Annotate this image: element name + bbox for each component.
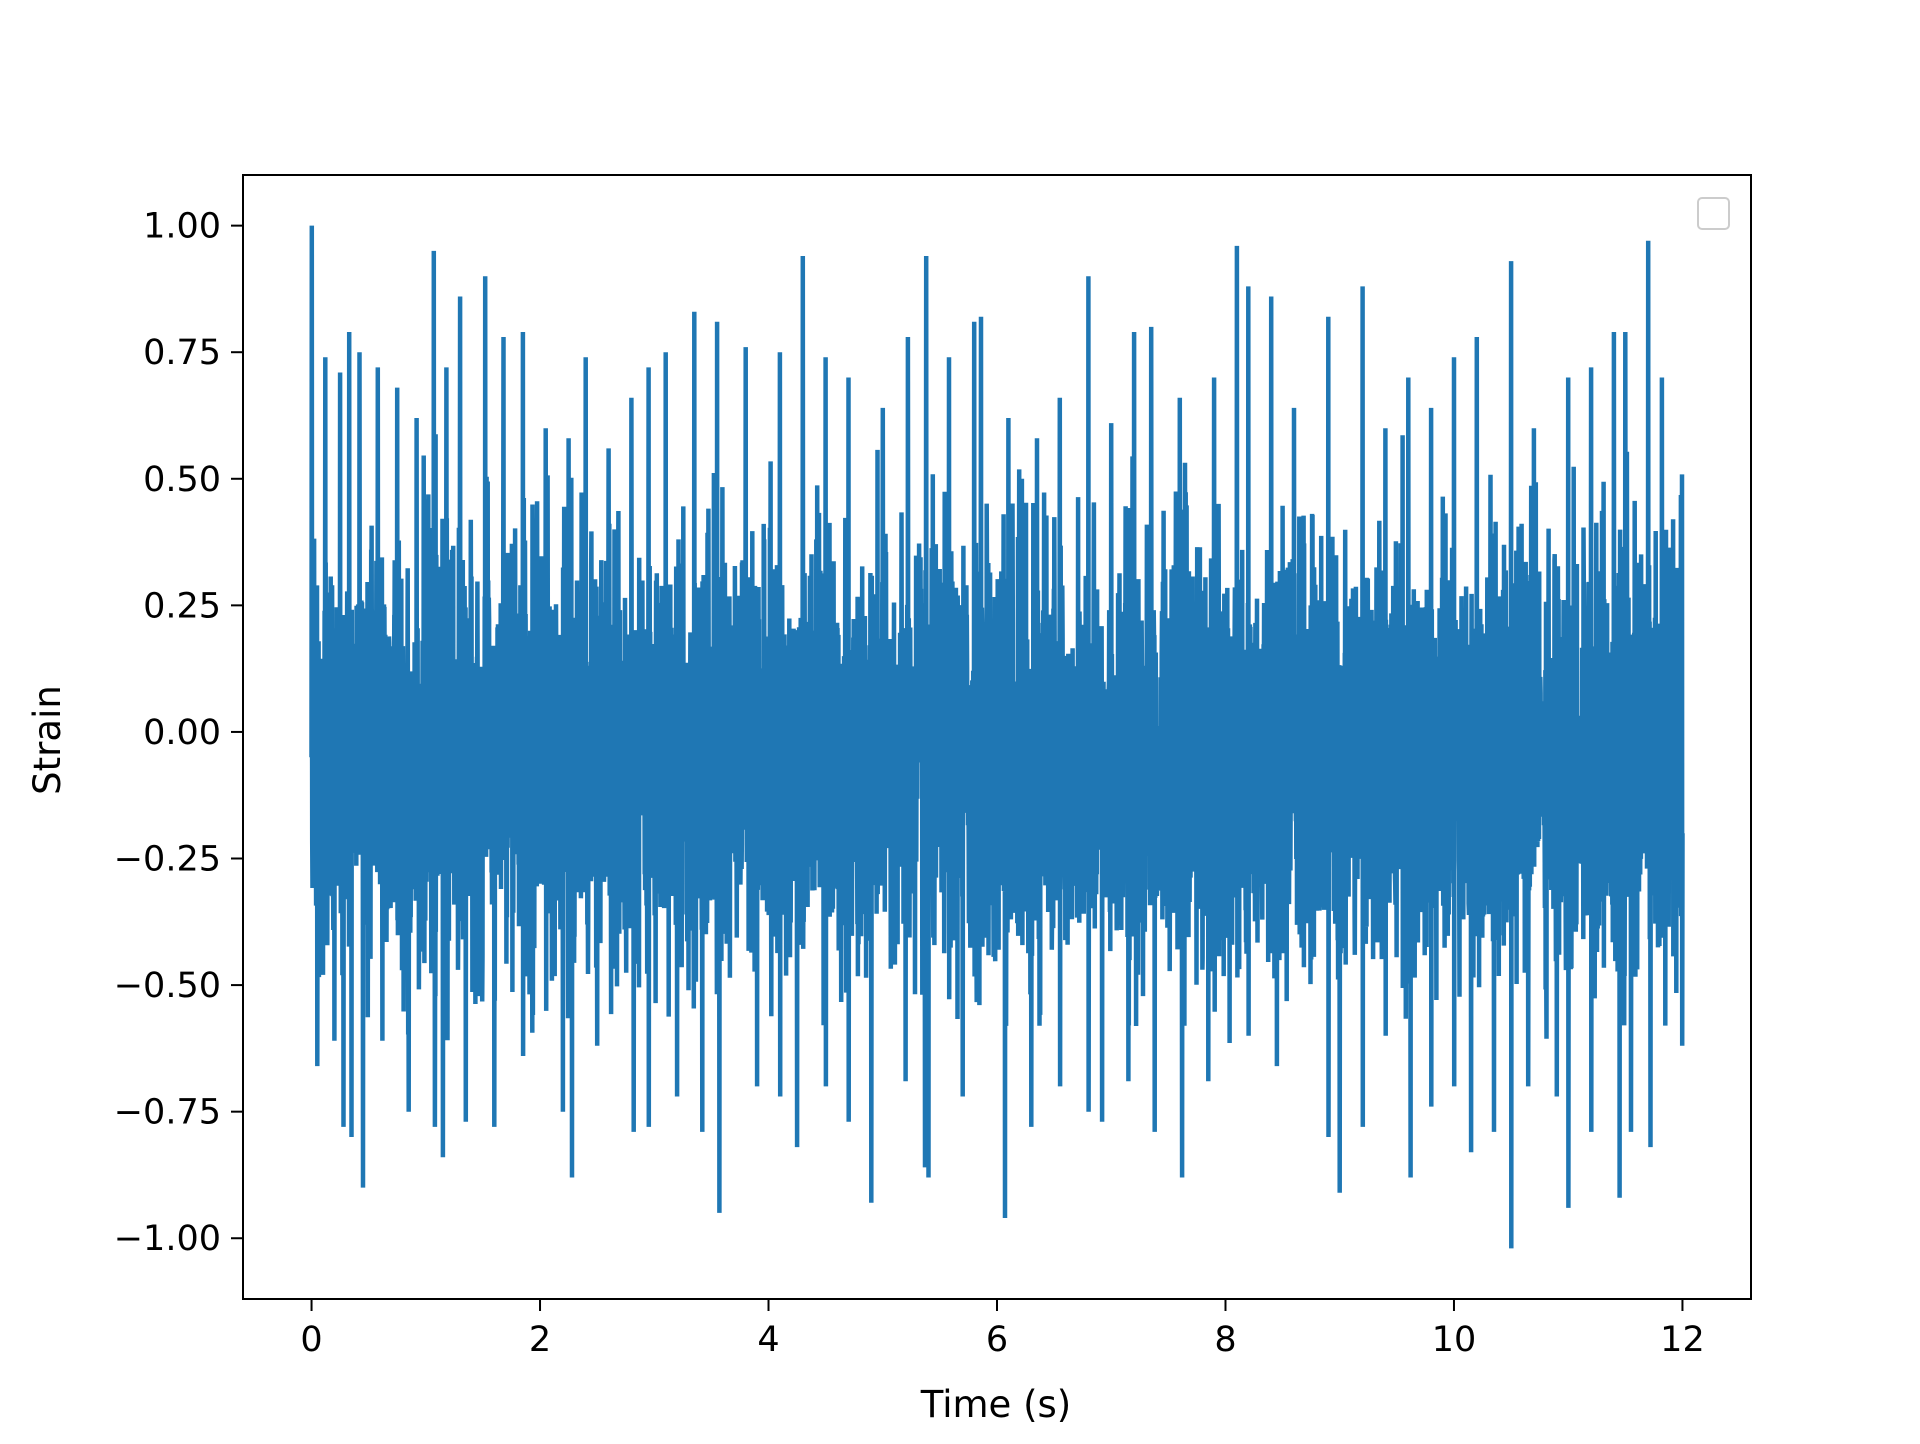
series-line [309, 225, 1685, 1249]
y-tick-label: 0.75 [143, 333, 221, 373]
y-axis-label: Strain [26, 685, 69, 795]
x-tick-label: 10 [1432, 1320, 1477, 1360]
y-tick-label: 0.25 [143, 586, 221, 626]
x-tick-label: 8 [1214, 1320, 1236, 1360]
y-tick-label: −0.75 [114, 1093, 221, 1133]
y-tick-label: −0.50 [114, 966, 221, 1006]
y-tick-label: 0.50 [143, 460, 221, 500]
y-axis-ticks: 1.00 0.75 0.50 0.25 0.00 −0.25 −0.50 −0.75 −1.00 [114, 207, 243, 1259]
x-tick-label: 6 [986, 1320, 1008, 1360]
x-tick-label: 4 [757, 1320, 779, 1360]
x-tick-label: 0 [300, 1320, 322, 1360]
y-tick-label: −1.00 [114, 1219, 221, 1259]
y-tick-label: 0.00 [143, 713, 221, 753]
y-tick-label: −0.25 [114, 840, 221, 880]
x-axis-label: Time (s) [920, 1383, 1071, 1426]
series-layer [309, 225, 1685, 1249]
x-axis-ticks: 0 2 4 6 8 10 12 [300, 1299, 1705, 1360]
x-tick-label: 2 [529, 1320, 551, 1360]
y-tick-label: 1.00 [143, 207, 221, 247]
legend-box [1697, 197, 1730, 230]
x-tick-label: 12 [1660, 1320, 1705, 1360]
